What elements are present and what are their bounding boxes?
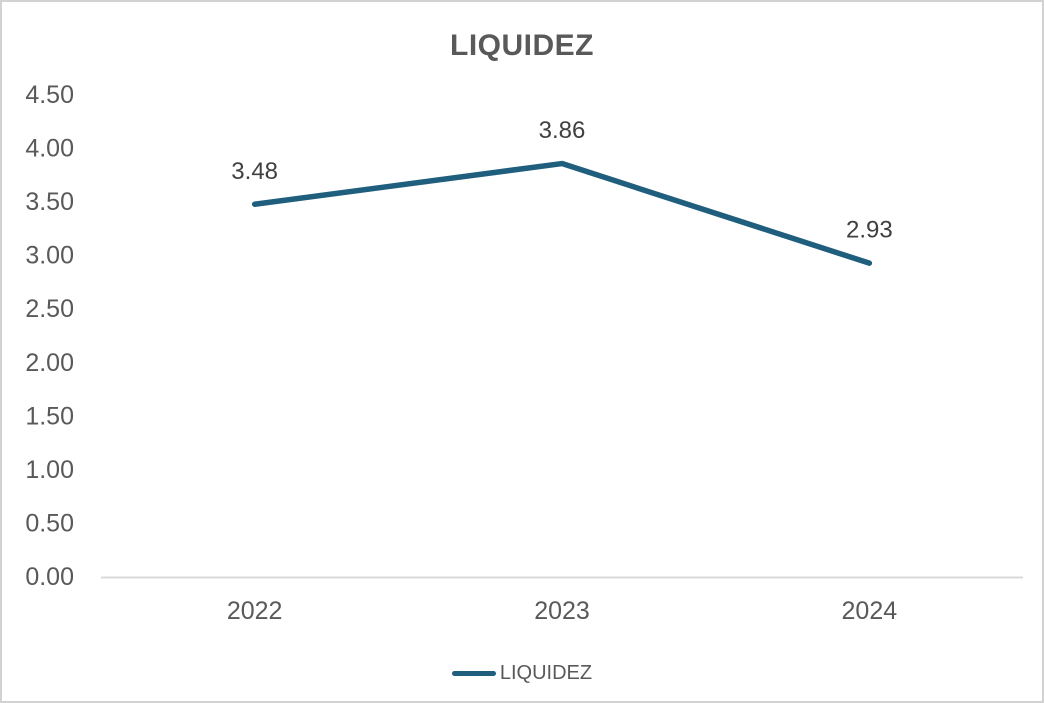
series-line bbox=[251, 160, 873, 266]
legend-series-label: LIQUIDEZ bbox=[499, 662, 593, 684]
x-tick-label: 2022 bbox=[227, 597, 283, 625]
y-tick-label: 2.50 bbox=[25, 295, 74, 323]
data-label: 3.48 bbox=[231, 158, 278, 185]
chart-title: LIQUIDEZ bbox=[450, 29, 594, 62]
x-tick-label: 2023 bbox=[534, 597, 590, 625]
y-tick-label: 4.00 bbox=[25, 135, 74, 163]
y-tick-label: 2.00 bbox=[25, 349, 74, 377]
data-label: 3.86 bbox=[539, 117, 586, 144]
y-tick-label: 4.50 bbox=[25, 81, 74, 109]
y-tick-label: 1.50 bbox=[25, 402, 74, 430]
legend: LIQUIDEZ bbox=[2, 662, 1042, 685]
y-tick-label: 3.50 bbox=[25, 188, 74, 216]
data-label: 2.93 bbox=[846, 217, 893, 244]
y-tick-label: 1.00 bbox=[25, 456, 74, 484]
y-tick-label: 0.50 bbox=[25, 509, 74, 537]
x-tick-label: 2024 bbox=[842, 597, 898, 625]
y-tick-label: 3.00 bbox=[25, 242, 74, 270]
legend-line-swatch bbox=[451, 671, 496, 676]
y-tick-label: 0.00 bbox=[25, 563, 74, 591]
